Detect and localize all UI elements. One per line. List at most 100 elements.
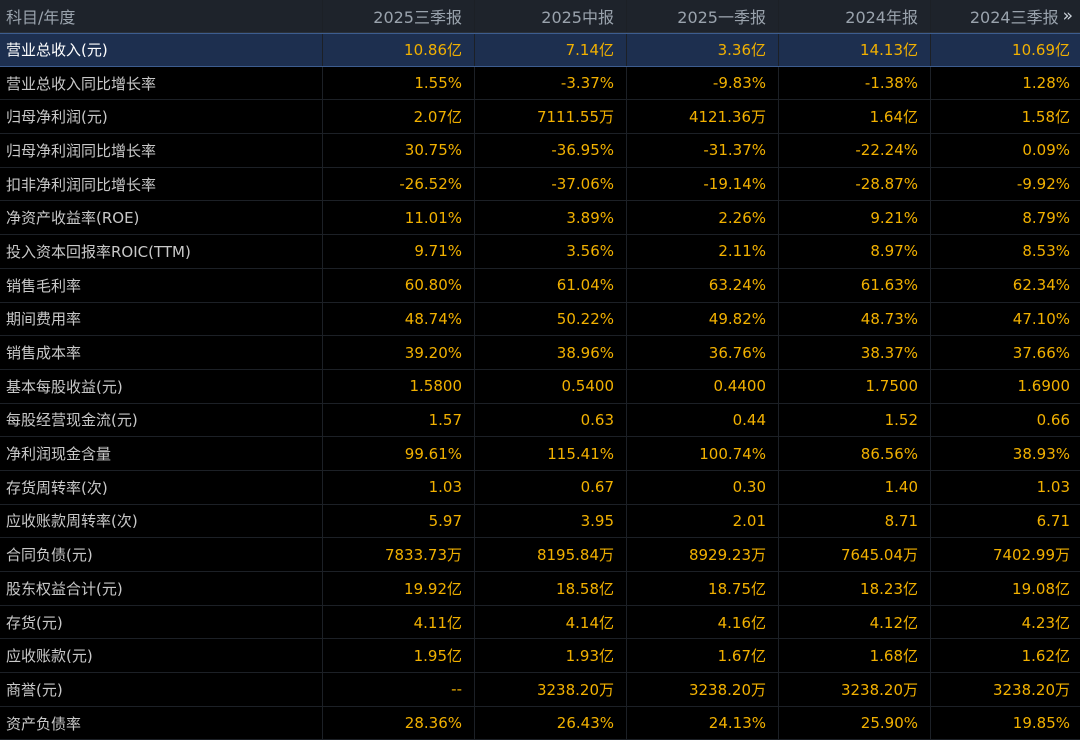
row-value: 30.75%	[323, 134, 475, 167]
row-value: 2.07亿	[323, 100, 475, 134]
row-value: 1.95亿	[323, 639, 475, 673]
table-row[interactable]: 应收账款周转率(次) 5.97 3.95 2.01 8.71 6.71	[0, 504, 1080, 539]
row-value: 115.41%	[475, 437, 627, 470]
row-value: 37.66%	[1012, 343, 1070, 362]
row-value: 63.24%	[627, 268, 779, 302]
row-label: 归母净利润同比增长率	[0, 134, 323, 167]
row-value: 1.67亿	[627, 639, 779, 673]
row-value: 3238.20万	[992, 680, 1070, 699]
row-value: -37.06%	[475, 167, 627, 201]
table-row[interactable]: 每股经营现金流(元) 1.57 0.63 0.44 1.52 0.66	[0, 403, 1080, 438]
row-value: 1.55%	[323, 66, 475, 100]
row-value: 19.92亿	[323, 572, 475, 605]
row-value: 10.69亿	[1012, 41, 1070, 60]
row-value: 86.56%	[779, 437, 931, 470]
table-row[interactable]: 归母净利润(元) 2.07亿 7111.55万 4121.36万 1.64亿 1.58亿	[0, 100, 1080, 135]
row-label: 销售毛利率	[0, 268, 323, 302]
row-value: 1.40	[779, 470, 931, 504]
row-value: 10.86亿	[323, 34, 475, 66]
row-value: 0.67	[475, 470, 627, 504]
table-row[interactable]: 投入资本回报率ROIC(TTM) 9.71% 3.56% 2.11% 8.97% 8.53…	[0, 235, 1080, 269]
table-row[interactable]: 存货(元) 4.11亿 4.14亿 4.16亿 4.12亿 4.23亿	[0, 605, 1080, 640]
row-value: 48.73%	[779, 302, 931, 336]
double-chevron-right-icon[interactable]: »	[1062, 6, 1074, 26]
column-header-2024-annual[interactable]: 2024年报	[779, 0, 931, 32]
row-value: 100.74%	[627, 437, 779, 470]
row-value: 0.4400	[627, 369, 779, 403]
row-value: 19.85%	[1012, 714, 1070, 733]
header-subject-year: 科目/年度	[0, 0, 323, 32]
table-row[interactable]: 期间费用率 48.74% 50.22% 49.82% 48.73% 47.10%	[0, 302, 1080, 337]
table-row[interactable]: 净资产收益率(ROE) 11.01% 3.89% 2.26% 9.21% 8.79%	[0, 201, 1080, 236]
row-value: 14.13亿	[779, 34, 931, 66]
row-value: 39.20%	[323, 336, 475, 369]
table-row[interactable]: 股东权益合计(元) 19.92亿 18.58亿 18.75亿 18.23亿 19.08亿	[0, 572, 1080, 606]
row-value: 1.5800	[323, 369, 475, 403]
row-label: 净利润现金含量	[0, 437, 323, 470]
row-value: 0.66	[1036, 410, 1070, 429]
row-value: -36.95%	[475, 134, 627, 167]
row-value: 0.44	[627, 403, 779, 437]
row-value: 2.26%	[627, 201, 779, 235]
row-label: 资产负债率	[0, 706, 323, 740]
row-value: -22.24%	[779, 134, 931, 167]
row-value: 4.23亿	[1021, 613, 1070, 632]
row-value: 0.5400	[475, 369, 627, 403]
row-label: 期间费用率	[0, 302, 323, 336]
row-value: 7402.99万	[992, 546, 1070, 565]
row-value: 8.79%	[1022, 208, 1070, 227]
row-value: 49.82%	[627, 302, 779, 336]
row-label: 合同负债(元)	[0, 538, 323, 571]
column-header-2024-q3[interactable]: 2024三季报 »	[931, 0, 1080, 32]
row-value: 0.63	[475, 403, 627, 437]
row-value: 3238.20万	[779, 673, 931, 706]
row-value: 60.80%	[323, 268, 475, 302]
table-row[interactable]: 应收账款(元) 1.95亿 1.93亿 1.67亿 1.68亿 1.62亿	[0, 639, 1080, 674]
row-label: 商誉(元)	[0, 673, 323, 706]
row-value: 7.14亿	[475, 34, 627, 66]
row-label: 基本每股收益(元)	[0, 369, 323, 403]
row-value: 1.62亿	[1021, 647, 1070, 666]
row-value: 7833.73万	[323, 538, 475, 571]
table-row[interactable]: 销售毛利率 60.80% 61.04% 63.24% 61.63% 62.34%	[0, 268, 1080, 303]
row-value: -1.38%	[779, 66, 931, 100]
table-row[interactable]: 合同负债(元) 7833.73万 8195.84万 8929.23万 7645.04万 7…	[0, 538, 1080, 572]
table-row[interactable]: 营业总收入(元) 10.86亿 7.14亿 3.36亿 14.13亿 10.69亿	[0, 33, 1080, 67]
row-value: 1.64亿	[779, 100, 931, 134]
column-header-2025-q3[interactable]: 2025三季报	[323, 0, 475, 32]
table-row[interactable]: 销售成本率 39.20% 38.96% 36.76% 38.37% 37.66%	[0, 336, 1080, 370]
row-value: 4.11亿	[323, 605, 475, 639]
row-value: 36.76%	[627, 336, 779, 369]
row-value: 1.93亿	[475, 639, 627, 673]
row-label: 每股经营现金流(元)	[0, 403, 323, 437]
row-value: 25.90%	[779, 706, 931, 740]
table-header-row: 科目/年度 2025三季报 2025中报 2025一季报 2024年报 2024…	[0, 0, 1080, 33]
row-label: 扣非净利润同比增长率	[0, 167, 323, 201]
row-value: 4.12亿	[779, 605, 931, 639]
table-row[interactable]: 归母净利润同比增长率 30.75% -36.95% -31.37% -22.24% 0.0…	[0, 134, 1080, 168]
table-row[interactable]: 商誉(元) -- 3238.20万 3238.20万 3238.20万 3238.20万	[0, 673, 1080, 707]
column-header-2025-h1[interactable]: 2025中报	[475, 0, 627, 32]
column-header-2025-q1[interactable]: 2025一季报	[627, 0, 779, 32]
table-row[interactable]: 资产负债率 28.36% 26.43% 24.13% 25.90% 19.85%	[0, 706, 1080, 740]
row-value: 4121.36万	[627, 100, 779, 134]
column-header-2024-q3-label: 2024三季报	[969, 8, 1059, 27]
row-value: 47.10%	[1012, 309, 1070, 328]
table-row[interactable]: 存货周转率(次) 1.03 0.67 0.30 1.40 1.03	[0, 470, 1080, 505]
row-value: 1.52	[779, 403, 931, 437]
row-value: 9.21%	[779, 201, 931, 235]
row-value: 5.97	[323, 504, 475, 538]
row-value: 8.53%	[1022, 242, 1070, 261]
table-row[interactable]: 扣非净利润同比增长率 -26.52% -37.06% -19.14% -28.87% -9…	[0, 167, 1080, 202]
row-label: 营业总收入(元)	[0, 34, 323, 66]
row-value: 62.34%	[1012, 276, 1070, 295]
row-label: 销售成本率	[0, 336, 323, 369]
row-value: 18.23亿	[779, 572, 931, 605]
row-value: 0.30	[627, 470, 779, 504]
table-row[interactable]: 净利润现金含量 99.61% 115.41% 100.74% 86.56% 38.93%	[0, 437, 1080, 471]
table-row[interactable]: 营业总收入同比增长率 1.55% -3.37% -9.83% -1.38% 1.28%	[0, 66, 1080, 101]
row-value: 8.97%	[779, 235, 931, 268]
table-row[interactable]: 基本每股收益(元) 1.5800 0.5400 0.4400 1.7500 1.6900	[0, 369, 1080, 404]
row-value: 38.93%	[1012, 444, 1070, 463]
